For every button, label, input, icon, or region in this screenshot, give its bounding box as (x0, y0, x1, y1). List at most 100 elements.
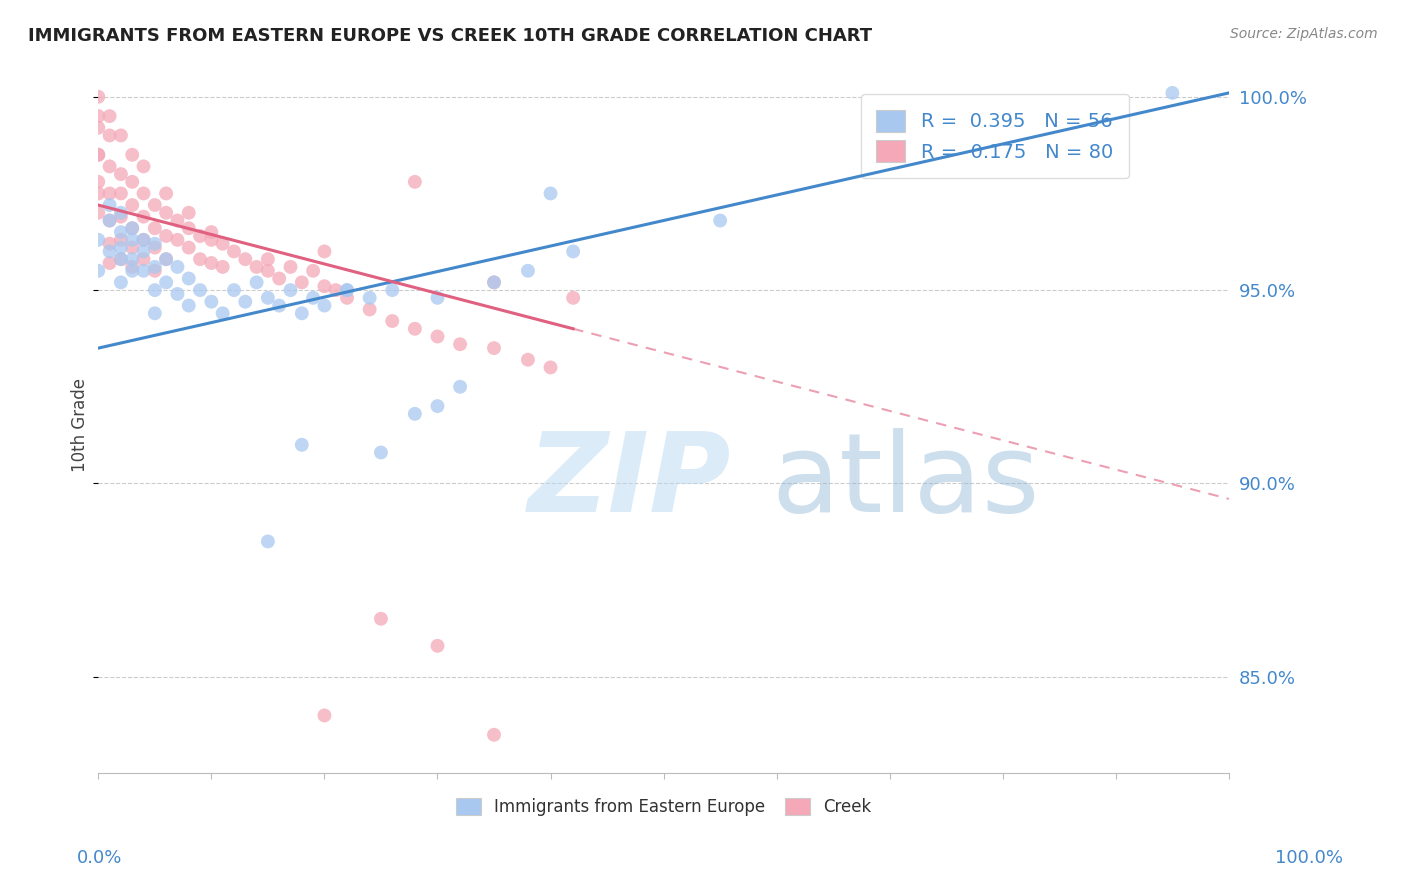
Point (98, 198, 121, 212)
Point (325, 283, 347, 297)
Point (709, 213, 731, 227)
Point (110, 241, 132, 255)
Point (98, 109, 121, 123)
Point (482, 728, 505, 742)
Point (257, 252, 280, 267)
Point (177, 241, 200, 255)
Point (121, 175, 143, 189)
Point (132, 252, 155, 267)
Point (314, 299, 336, 313)
Point (245, 276, 267, 290)
Point (166, 287, 188, 301)
Point (155, 276, 177, 290)
Point (132, 233, 155, 247)
Point (200, 225, 222, 239)
Text: 0.0%: 0.0% (77, 849, 122, 867)
Point (98, 244, 121, 259)
Point (87, 89, 110, 103)
Point (87, 264, 110, 278)
Point (87, 206, 110, 220)
Point (132, 264, 155, 278)
Point (269, 271, 291, 285)
Point (98, 236, 121, 251)
Point (257, 264, 280, 278)
Point (370, 445, 392, 459)
Point (280, 260, 302, 274)
Point (211, 306, 233, 320)
Point (98, 213, 121, 227)
Point (87, 175, 110, 189)
Legend: Immigrants from Eastern Europe, Creek: Immigrants from Eastern Europe, Creek (447, 789, 880, 824)
Text: 100.0%: 100.0% (1275, 849, 1343, 867)
Point (87, 233, 110, 247)
Point (222, 283, 245, 297)
Point (482, 276, 505, 290)
Point (314, 244, 336, 259)
Point (143, 221, 166, 235)
Point (143, 264, 166, 278)
Point (98, 128, 121, 143)
Point (87, 148, 110, 162)
Point (121, 233, 143, 247)
Point (269, 299, 291, 313)
Point (132, 210, 155, 224)
Point (302, 291, 325, 305)
Point (257, 534, 280, 549)
Point (177, 299, 200, 313)
Point (110, 225, 132, 239)
Point (132, 244, 155, 259)
Point (98, 213, 121, 227)
Point (482, 276, 505, 290)
Point (188, 252, 211, 267)
Point (132, 160, 155, 174)
Point (336, 283, 359, 297)
Point (87, 148, 110, 162)
Point (302, 264, 325, 278)
Point (166, 260, 188, 274)
Point (132, 233, 155, 247)
Point (562, 244, 585, 259)
Point (110, 128, 132, 143)
Point (516, 352, 538, 367)
Point (110, 186, 132, 201)
Point (166, 233, 188, 247)
Point (280, 283, 302, 297)
Point (211, 260, 233, 274)
Point (482, 341, 505, 355)
Point (143, 198, 166, 212)
Point (540, 360, 562, 375)
Point (121, 252, 143, 267)
Point (359, 302, 381, 317)
Point (381, 314, 404, 328)
Point (188, 229, 211, 244)
Point (426, 399, 449, 413)
Point (121, 260, 143, 274)
Point (314, 708, 336, 723)
Point (87, 186, 110, 201)
Point (359, 291, 381, 305)
Point (257, 291, 280, 305)
Point (155, 206, 177, 220)
Point (404, 175, 426, 189)
Point (291, 306, 314, 320)
Point (211, 236, 233, 251)
Point (291, 438, 314, 452)
Point (155, 252, 177, 267)
Point (562, 291, 585, 305)
Point (143, 241, 166, 255)
Point (98, 160, 121, 174)
Point (110, 276, 132, 290)
Point (155, 229, 177, 244)
Point (1161, 86, 1184, 100)
Point (245, 260, 267, 274)
Point (516, 264, 538, 278)
Point (110, 252, 132, 267)
Point (143, 283, 166, 297)
Point (110, 233, 132, 247)
Point (110, 252, 132, 267)
Point (155, 252, 177, 267)
Point (404, 322, 426, 336)
Point (143, 306, 166, 320)
Point (233, 294, 256, 309)
Point (121, 198, 143, 212)
